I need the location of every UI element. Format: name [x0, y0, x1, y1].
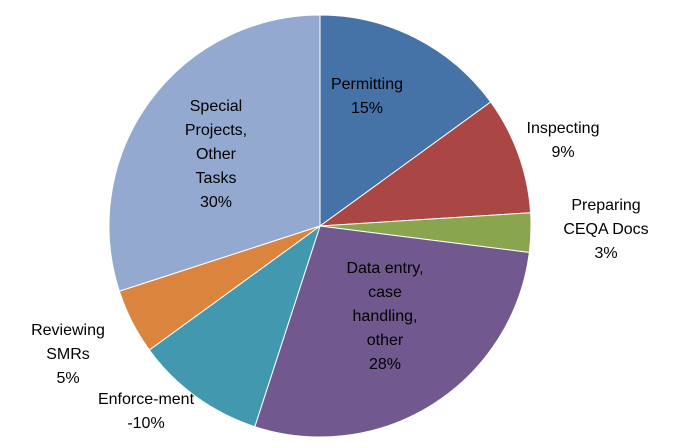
category-label: Reviewing SMRs [31, 322, 105, 363]
value-label: 28% [368, 356, 402, 373]
slice-label: Reviewing SMRs 5% [13, 319, 123, 391]
value-label: 3% [594, 245, 618, 262]
value-label: 5% [56, 370, 80, 387]
pie-slice [148, 224, 321, 428]
pie-slice [318, 101, 532, 227]
value-label: 9% [551, 144, 575, 161]
pie-slice [319, 14, 492, 227]
category-label: Special Projects, Other Tasks [184, 98, 248, 187]
slice-label: Special Projects, Other Tasks 30% [176, 95, 256, 215]
category-label: Enforce-ment [97, 391, 195, 408]
value-label: -10% [127, 415, 165, 432]
category-label: Data entry, case handling, other [346, 260, 424, 349]
slice-label: Enforce-ment -10% [96, 388, 196, 436]
category-label: Preparing CEQA Docs [563, 197, 649, 238]
slice-label: Inspecting 9% [513, 117, 613, 165]
slice-label: Preparing CEQA Docs 3% [551, 194, 661, 266]
category-label: Inspecting [526, 120, 600, 137]
pie-slice [108, 14, 321, 292]
slice-label: Permitting 15% [312, 73, 422, 121]
value-label: 30% [199, 194, 233, 211]
pie-slice [254, 225, 530, 438]
slice-label: Data entry, case handling, other 28% [335, 257, 435, 377]
value-label: 15% [350, 100, 384, 117]
category-label: Permitting [330, 76, 404, 93]
